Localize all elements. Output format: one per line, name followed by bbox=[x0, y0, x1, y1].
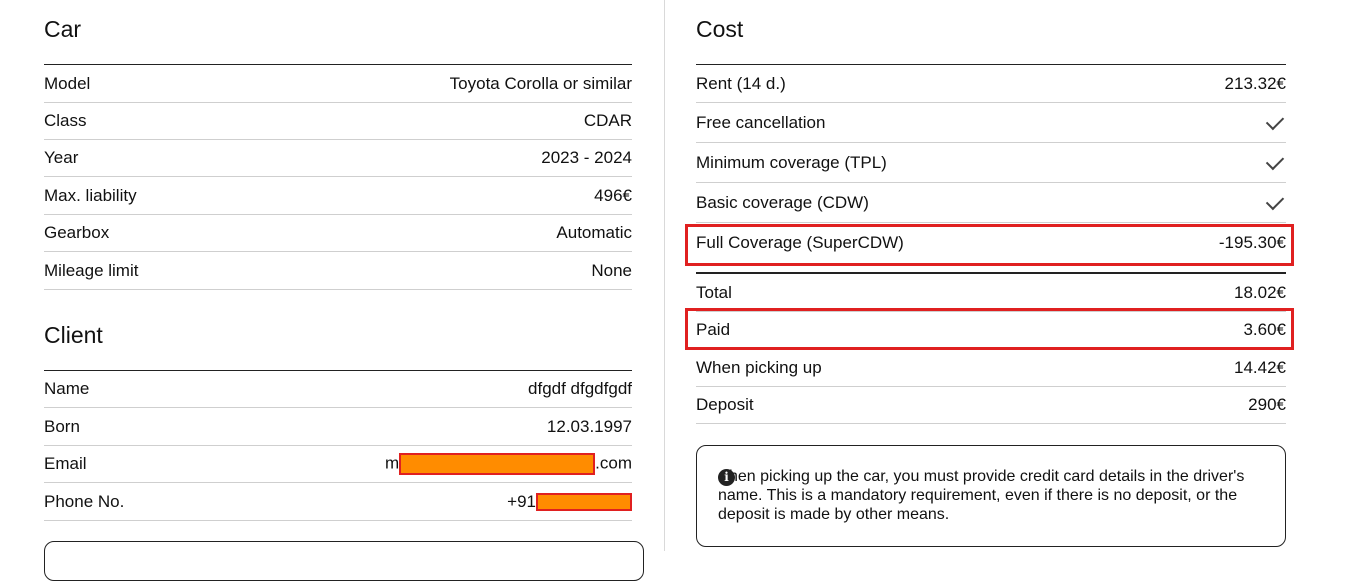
row-label: Mileage limit bbox=[44, 260, 139, 280]
car-row-mileage-limit: Mileage limit None bbox=[44, 252, 632, 290]
phone-prefix: +91 bbox=[507, 491, 536, 511]
cost-row-free-cancellation: Free cancellation bbox=[696, 103, 1286, 143]
cost-row-tpl: Minimum coverage (TPL) bbox=[696, 143, 1286, 183]
car-row-max-liability: Max. liability 496€ bbox=[44, 177, 632, 215]
total-rule bbox=[696, 272, 1286, 274]
highlight-full-coverage bbox=[685, 224, 1294, 266]
cost-row-total: Total 18.02€ bbox=[696, 274, 1286, 312]
client-row-phone: Phone No. +91 bbox=[44, 483, 632, 521]
row-label: Paid bbox=[696, 320, 731, 339]
check-icon bbox=[1265, 111, 1285, 130]
row-value: CDAR bbox=[583, 111, 632, 130]
cost-row-deposit: Deposit 290€ bbox=[696, 387, 1286, 424]
client-row-email: Email m .com bbox=[44, 446, 632, 483]
row-label: Name bbox=[44, 379, 90, 398]
client-title-rule bbox=[44, 370, 632, 371]
row-label: Class bbox=[44, 111, 87, 130]
info-text: hen picking up the car, you must provide… bbox=[718, 468, 1245, 523]
row-label: Born bbox=[44, 416, 80, 436]
car-title-rule bbox=[44, 64, 632, 65]
cost-row-full-coverage: Full Coverage (SuperCDW) -195.30€ bbox=[696, 223, 1286, 263]
email-prefix: m bbox=[384, 453, 400, 473]
row-value: 213.32€ bbox=[1224, 73, 1286, 93]
row-label: Basic coverage (CDW) bbox=[696, 192, 869, 212]
cost-section-title: Cost bbox=[696, 16, 744, 42]
row-label: Minimum coverage (TPL) bbox=[696, 152, 887, 172]
info-icon: i bbox=[718, 469, 735, 486]
car-row-model: Model Toyota Corolla or similar bbox=[44, 65, 632, 103]
row-label: Free cancellation bbox=[696, 112, 826, 132]
row-value: 2023 - 2024 bbox=[541, 148, 632, 167]
row-value: dfgdf dfgdfgdf bbox=[528, 379, 632, 398]
row-label: Rent (14 d.) bbox=[696, 73, 786, 93]
row-label: Model bbox=[44, 73, 91, 93]
highlight-paid bbox=[685, 308, 1294, 350]
row-value: -195.30€ bbox=[1218, 233, 1286, 252]
row-value: 12.03.1997 bbox=[546, 416, 632, 436]
client-section-title: Client bbox=[44, 322, 103, 348]
row-label: Full Coverage (SuperCDW) bbox=[696, 233, 904, 252]
row-value: Toyota Corolla or similar bbox=[449, 73, 632, 93]
cost-row-when-picking-up: When picking up 14.42€ bbox=[696, 349, 1286, 387]
row-label: Gearbox bbox=[44, 223, 110, 242]
pickup-info-notice: i hen picking up the car, you must provi… bbox=[696, 445, 1286, 547]
row-value: 3.60€ bbox=[1243, 320, 1286, 339]
next-card bbox=[44, 541, 644, 581]
row-label: Max. liability bbox=[44, 185, 137, 205]
row-value: None bbox=[591, 260, 632, 280]
row-value: 14.42€ bbox=[1234, 357, 1286, 377]
car-row-year: Year 2023 - 2024 bbox=[44, 140, 632, 177]
client-row-name: Name dfgdf dfgdfgdf bbox=[44, 371, 632, 408]
row-label: Phone No. bbox=[44, 491, 125, 511]
row-value: 18.02€ bbox=[1234, 282, 1286, 302]
phone-redaction bbox=[536, 493, 632, 512]
check-icon bbox=[1265, 191, 1285, 210]
email-suffix: .com bbox=[595, 453, 632, 473]
cost-title-rule bbox=[696, 64, 1286, 65]
client-row-born: Born 12.03.1997 bbox=[44, 408, 632, 446]
phone-value: +91 bbox=[507, 492, 632, 512]
row-label: When picking up bbox=[696, 357, 822, 377]
car-row-class: Class CDAR bbox=[44, 103, 632, 140]
cost-row-rent: Rent (14 d.) 213.32€ bbox=[696, 65, 1286, 103]
email-redaction bbox=[399, 453, 596, 475]
car-row-gearbox: Gearbox Automatic bbox=[44, 215, 632, 252]
check-icon bbox=[1265, 151, 1285, 170]
row-value: 496€ bbox=[594, 185, 632, 205]
row-value: 290€ bbox=[1248, 395, 1286, 414]
row-label: Year bbox=[44, 148, 79, 167]
column-divider bbox=[664, 0, 665, 551]
row-label: Total bbox=[696, 282, 732, 302]
row-label: Email bbox=[44, 454, 87, 473]
car-section-title: Car bbox=[44, 16, 82, 42]
row-label: Deposit bbox=[696, 395, 754, 414]
row-value: Automatic bbox=[556, 223, 632, 242]
cost-row-cdw: Basic coverage (CDW) bbox=[696, 183, 1286, 223]
email-value: m .com bbox=[385, 453, 632, 475]
